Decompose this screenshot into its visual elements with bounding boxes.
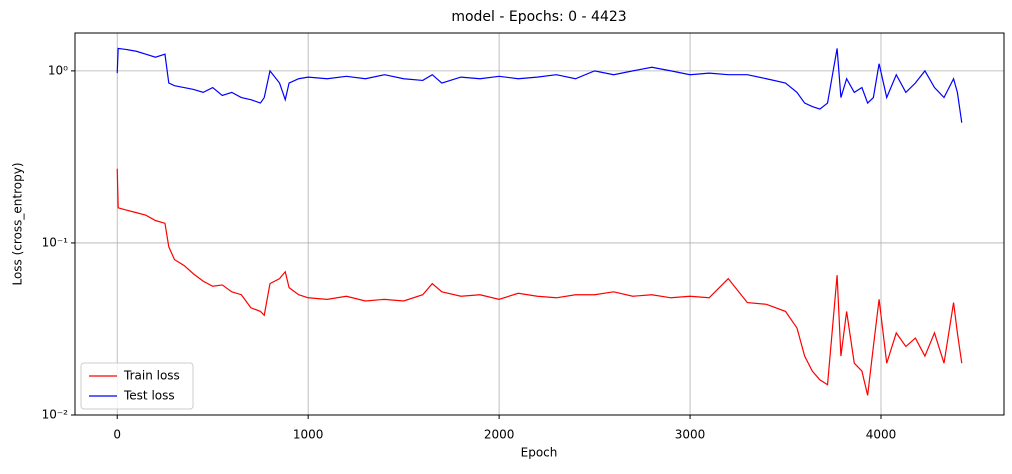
x-axis-label: Epoch	[521, 446, 558, 460]
y-tick-label: 10⁰	[48, 63, 68, 77]
x-tick-label: 4000	[866, 428, 897, 442]
series-line	[116, 47, 963, 123]
y-tick-label: 10⁻²	[42, 408, 69, 422]
series-line	[116, 168, 963, 396]
legend-label: Train loss	[123, 369, 180, 383]
legend-box	[80, 362, 194, 410]
x-tick-label: 1000	[293, 428, 324, 442]
y-tick-label: 10⁻¹	[42, 235, 69, 249]
x-tick-label: 2000	[484, 428, 515, 442]
y-axis-label: Loss (cross_entropy)	[11, 162, 25, 285]
x-tick-label: 3000	[675, 428, 706, 442]
chart-title: model - Epochs: 0 - 4423	[451, 9, 626, 25]
x-tick-label: 0	[113, 428, 121, 442]
plot-frame	[74, 32, 1005, 416]
legend-label: Test loss	[123, 389, 175, 403]
